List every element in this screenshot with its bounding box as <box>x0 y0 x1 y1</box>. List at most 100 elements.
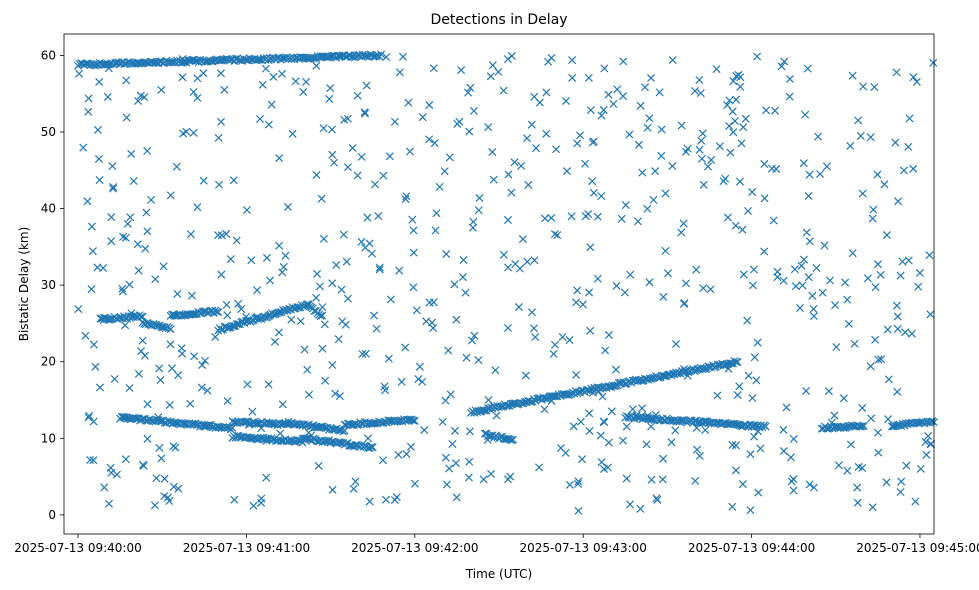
data-point <box>736 82 745 91</box>
data-point <box>799 255 809 264</box>
data-point <box>904 256 913 265</box>
data-point <box>89 417 98 426</box>
data-point <box>318 303 327 312</box>
data-point <box>276 429 285 438</box>
data-point <box>565 336 574 345</box>
data-point <box>291 77 300 86</box>
data-point <box>445 153 454 162</box>
data-point <box>274 308 283 317</box>
data-point <box>360 51 369 60</box>
data-point <box>173 289 182 298</box>
data-point <box>170 311 179 320</box>
data-point <box>429 64 438 73</box>
data-point <box>303 365 312 374</box>
data-point <box>332 261 341 270</box>
data-point <box>611 365 621 374</box>
data-point <box>787 477 796 486</box>
data-point <box>818 288 827 297</box>
data-point <box>638 168 647 177</box>
data-point <box>234 299 243 308</box>
data-point <box>826 276 835 285</box>
y-tick-label: 20 <box>41 355 56 369</box>
data-point <box>589 188 598 197</box>
data-point <box>679 219 688 228</box>
data-point <box>832 343 841 352</box>
data-point <box>89 456 98 465</box>
data-point <box>474 206 483 215</box>
data-point <box>83 197 92 206</box>
data-point <box>331 389 340 398</box>
data-point <box>141 244 150 253</box>
data-point <box>410 479 419 488</box>
data-point <box>174 371 183 380</box>
data-point <box>451 459 460 468</box>
data-point <box>177 344 186 353</box>
data-point <box>899 166 908 175</box>
data-point <box>867 414 876 423</box>
data-point <box>228 321 237 330</box>
data-point <box>540 394 549 403</box>
data-point <box>911 497 920 506</box>
data-point <box>647 422 656 431</box>
data-point <box>296 317 305 326</box>
data-point <box>348 143 357 153</box>
data-point <box>222 300 231 309</box>
data-point <box>779 446 788 456</box>
data-point <box>440 167 449 176</box>
data-point <box>643 123 652 132</box>
data-point <box>738 225 747 234</box>
data-point <box>856 131 865 140</box>
data-point <box>731 221 740 230</box>
data-point <box>245 420 254 429</box>
data-point <box>349 484 358 493</box>
data-point <box>154 413 163 422</box>
data-point <box>385 416 394 425</box>
data-point <box>335 51 344 60</box>
data-point <box>844 319 853 328</box>
data-point <box>143 146 152 155</box>
data-point <box>598 392 607 401</box>
data-point <box>374 211 383 220</box>
data-point <box>593 274 602 283</box>
data-point <box>326 84 335 93</box>
data-point <box>585 409 594 418</box>
data-point <box>338 317 347 326</box>
data-point <box>262 436 271 445</box>
data-point <box>926 440 935 449</box>
data-point <box>408 215 417 224</box>
data-point <box>492 411 501 420</box>
data-point <box>693 445 702 454</box>
data-point <box>679 364 688 374</box>
y-axis-ticks: 0 10 20 30 40 50 60 <box>41 48 64 522</box>
data-point <box>667 438 676 447</box>
data-point <box>597 192 606 201</box>
data-point <box>398 52 407 61</box>
data-point <box>550 230 559 239</box>
data-point <box>657 125 666 134</box>
data-point <box>612 281 621 290</box>
data-point <box>159 262 168 271</box>
data-point <box>157 454 166 463</box>
data-point <box>638 404 647 413</box>
data-point <box>578 455 587 464</box>
data-point <box>401 195 410 204</box>
data-point <box>129 177 138 186</box>
data-point <box>91 362 100 371</box>
data-point <box>229 176 238 185</box>
data-point <box>805 237 814 246</box>
data-point <box>869 205 878 214</box>
data-point <box>902 461 911 470</box>
data-point <box>409 248 418 257</box>
data-point <box>514 303 523 312</box>
data-point <box>488 148 497 157</box>
data-point <box>165 400 174 410</box>
data-point <box>152 474 161 483</box>
data-point <box>695 75 704 85</box>
data-point <box>438 417 447 426</box>
data-point <box>749 432 759 441</box>
data-point <box>926 417 935 426</box>
data-point <box>369 311 379 320</box>
data-point <box>625 500 635 509</box>
data-point <box>134 96 143 105</box>
data-point <box>278 400 287 409</box>
